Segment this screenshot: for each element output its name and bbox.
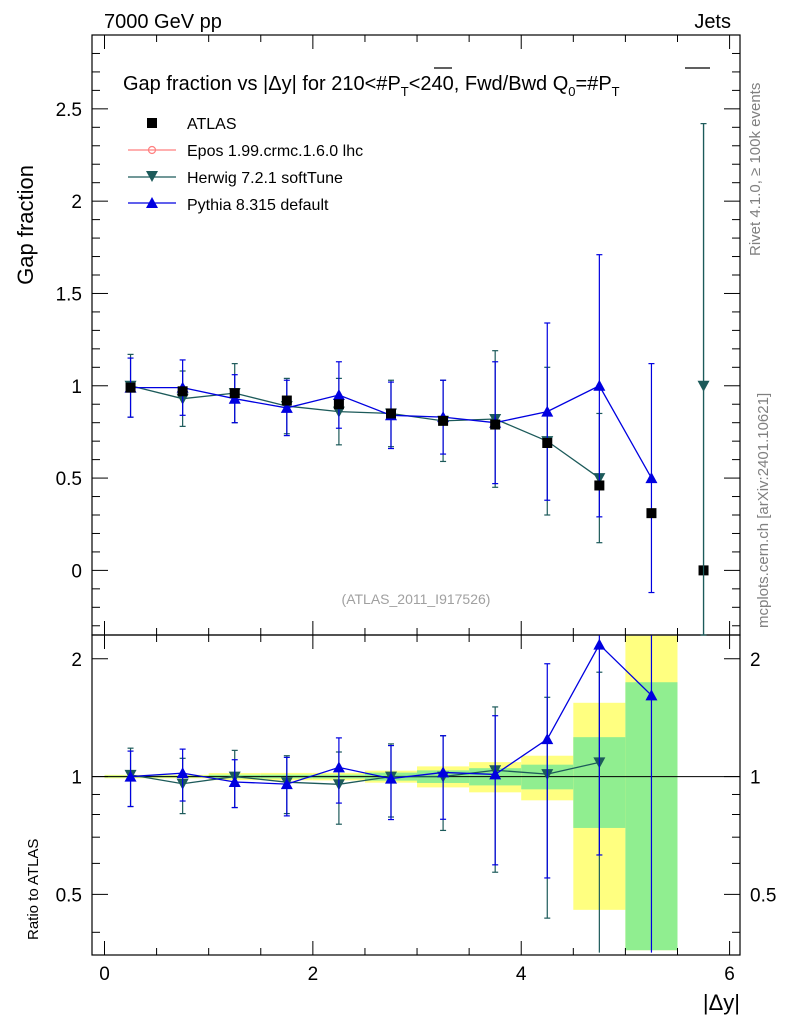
atlas-marker [646, 508, 657, 519]
axis-tick-labels: 0 2 4 6 0 0.5 1 1.5 2 2.5 0.5 0.5 1 1 2 2 [56, 100, 777, 985]
pythia-marker [541, 405, 554, 417]
y-tick-label-1.5: 1.5 [56, 284, 82, 305]
ratio-tick-label-right-1: 1 [750, 768, 761, 789]
x-tick-label-6: 6 [724, 964, 735, 985]
legend-marker-atlas [147, 118, 157, 128]
atlas-marker [177, 386, 188, 397]
atlas-marker [594, 480, 605, 491]
legend: ATLAS Epos 1.99.crmc.1.6.0 lhc Herwig 7.… [128, 116, 363, 214]
chart-title: Gap fraction vs |Δy| for 210<#PT<240, Fw… [123, 73, 620, 99]
data-series [124, 123, 710, 636]
atlas-marker [281, 395, 292, 406]
atlas-marker [490, 419, 501, 430]
ratio-y-axis-label: Ratio to ATLAS [25, 839, 42, 940]
legend-label-atlas: ATLAS [187, 116, 237, 133]
x-tick-label-4: 4 [516, 964, 527, 985]
y-axis-label: Gap fraction [13, 165, 38, 285]
pythia-marker [332, 389, 345, 400]
y-tick-label-2.5: 2.5 [56, 100, 82, 121]
analysis-watermark: (ATLAS_2011_I917526) [342, 591, 491, 607]
ratio-tick-label-right-2: 2 [750, 650, 761, 671]
herwig-line [130, 385, 600, 479]
x-axis-label: |Δy| [703, 990, 740, 1015]
legend-label-pythia: Pythia 8.315 default [187, 197, 329, 214]
ratio-tick-label-left-0.5: 0.5 [56, 885, 82, 906]
ratio-tick-label-left-1: 1 [71, 768, 82, 789]
mcplots-label: mcplots.cern.ch [arXiv:2401.10621] [755, 393, 772, 628]
atlas-marker [542, 438, 553, 448]
pythia-marker [645, 472, 658, 484]
legend-marker-epos [147, 145, 157, 155]
ratio-panel-frame [91, 634, 741, 956]
atlas-marker [125, 382, 136, 393]
y-tick-label-2: 2 [71, 192, 82, 213]
x-tick-label-2: 2 [308, 964, 319, 985]
legend-marker-pythia [146, 197, 158, 208]
ratio-series [124, 635, 658, 953]
legend-marker-herwig [146, 171, 158, 182]
ratio-tick-label-left-2: 2 [71, 650, 82, 671]
rivet-version-label: Rivet 4.1.0, ≥ 100k events [747, 83, 764, 256]
pythia-marker [228, 392, 241, 404]
legend-label-epos: Epos 1.99.crmc.1.6.0 lhc [187, 143, 363, 160]
pythia-marker [280, 401, 293, 413]
legend-label-herwig: Herwig 7.2.1 softTune [187, 170, 343, 187]
y-tick-label-0.5: 0.5 [56, 469, 82, 490]
herwig-ratio-line [130, 761, 600, 785]
atlas-marker [333, 399, 344, 410]
ratio-tick-label-right-0.5: 0.5 [750, 885, 776, 906]
y-tick-label-0: 0 [71, 561, 82, 582]
pythia-ratio-line [130, 643, 652, 785]
x-tick-label-0: 0 [99, 964, 110, 985]
axis-ticks [92, 35, 740, 955]
header-left: 7000 GeV pp [104, 11, 222, 33]
pythia-marker [593, 379, 606, 391]
atlas-marker [229, 388, 240, 399]
atlas-marker [438, 415, 449, 426]
y-tick-label-1: 1 [71, 377, 82, 398]
header-right: Jets [694, 11, 731, 33]
atlas-marker [385, 408, 396, 419]
